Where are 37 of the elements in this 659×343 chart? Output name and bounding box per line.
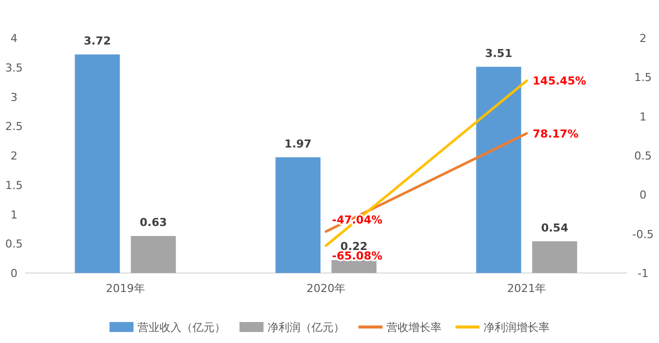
bar — [532, 241, 578, 273]
data-label: 78.17% — [532, 127, 578, 140]
y-tick-label: 3.5 — [5, 61, 23, 74]
bar — [332, 260, 376, 273]
y2-tick-label: 1.5 — [634, 71, 652, 84]
data-label: 145.45% — [532, 74, 586, 88]
data-label: 3.51 — [485, 46, 512, 60]
legend-label: 净利润增长率 — [484, 321, 550, 334]
y-tick-label: 0 — [10, 267, 18, 280]
y-tick-label: 1 — [10, 208, 18, 222]
y2-tick-label: 0 — [640, 188, 646, 202]
bar — [276, 157, 320, 273]
y-tick-label: 0.5 — [5, 238, 23, 251]
y2-tick-label: 0.5 — [634, 150, 652, 162]
y-tick-label: 3 — [10, 90, 18, 104]
data-label: -65.08% — [332, 250, 382, 263]
bar — [476, 66, 522, 273]
data-label: 0.63 — [140, 216, 167, 229]
y-tick-label: 2.5 — [5, 120, 23, 134]
y-tick-label: 4 — [10, 32, 18, 45]
y-tick-label: 1.5 — [5, 178, 23, 192]
x-tick-label: 2021年 — [507, 282, 546, 295]
legend-label: 净利润（亿元） — [268, 321, 344, 334]
x-tick-label: 2020年 — [306, 282, 346, 295]
bar — [130, 236, 176, 273]
y2-tick-label: 2 — [640, 32, 646, 45]
y2-tick-label: -1 — [638, 267, 648, 280]
y-tick-label: 2 — [10, 150, 18, 162]
x-tick-label: 2019年 — [106, 282, 145, 295]
bar — [74, 54, 120, 273]
data-label: 0.54 — [541, 221, 569, 234]
legend-label: 营业收入（亿元） — [138, 321, 226, 334]
data-label: 3.72 — [84, 34, 111, 48]
y2-tick-label: -0.5 — [632, 228, 654, 241]
legend-label: 营收增长率 — [386, 321, 442, 334]
data-label: 1.97 — [284, 137, 312, 150]
y2-tick-label: 1 — [640, 110, 646, 124]
